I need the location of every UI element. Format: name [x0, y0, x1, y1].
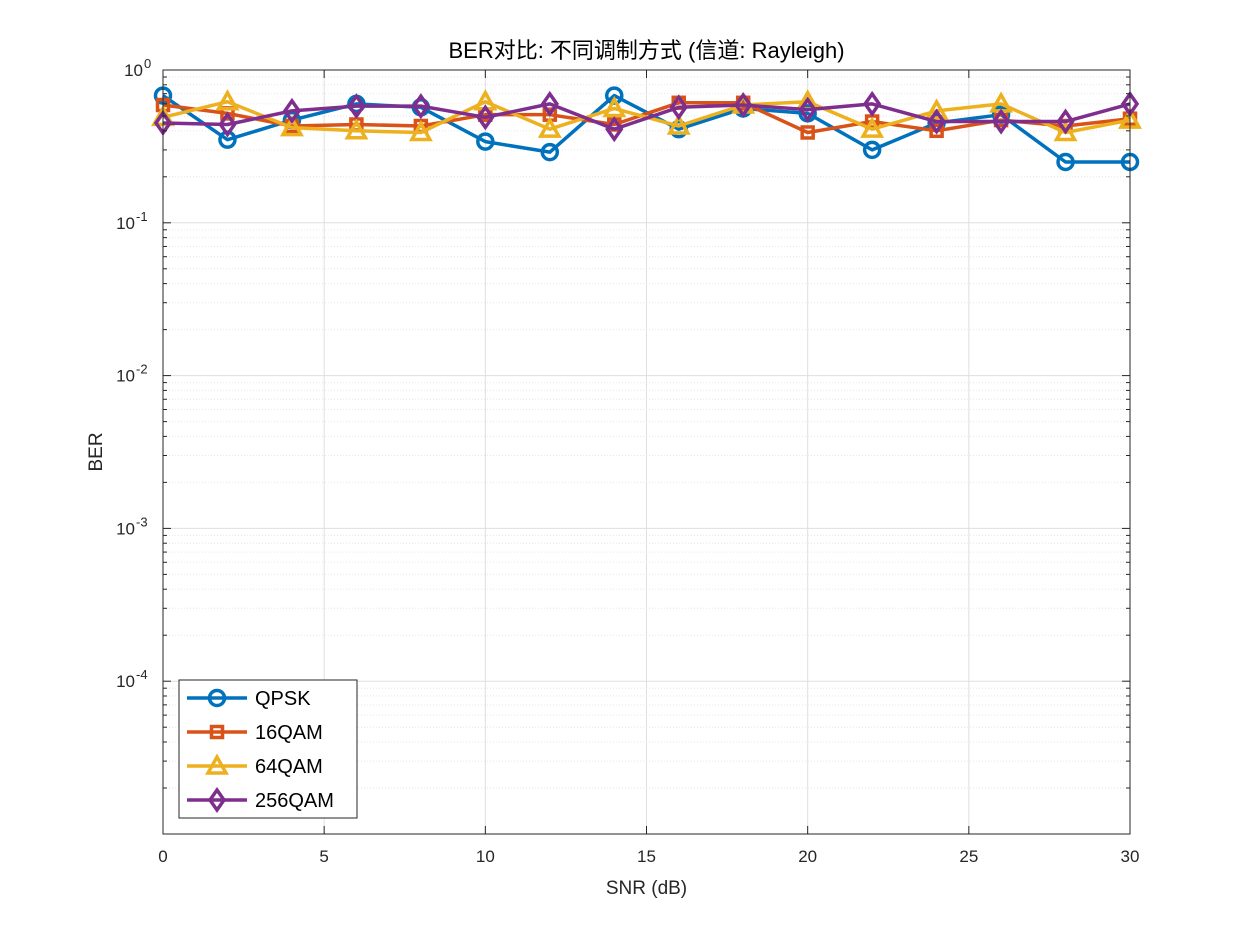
data-point	[862, 140, 882, 160]
series-line	[162, 101, 1131, 135]
grid	[163, 70, 1130, 834]
legend-entry: 256QAM	[187, 786, 334, 814]
x-tick-label: 15	[637, 847, 656, 866]
data-point	[605, 86, 624, 105]
data-point	[927, 108, 946, 135]
legend-marker	[207, 688, 227, 708]
legend-label: 256QAM	[255, 790, 334, 812]
data-point	[800, 125, 815, 140]
series-256qam	[153, 90, 1140, 143]
data-point	[215, 89, 240, 111]
y-tick-label: 10 0	[124, 56, 151, 80]
data-point	[862, 90, 882, 117]
data-point	[1053, 119, 1078, 142]
y-tick-label: 10 -1	[116, 209, 147, 233]
data-point	[279, 114, 304, 137]
data-point	[924, 98, 949, 120]
legend-label: QPSK	[255, 688, 311, 710]
y-tick-label: 10 -3	[116, 514, 147, 538]
data-point	[408, 119, 433, 142]
data-point	[602, 95, 627, 118]
x-tick-label: 0	[158, 847, 167, 866]
data-point	[411, 93, 431, 120]
x-axis-label: SNR (dB)	[606, 878, 687, 899]
y-tick-label: 10 -4	[116, 667, 147, 691]
data-point	[1056, 152, 1075, 172]
x-tick-label: 5	[319, 847, 328, 866]
y-tick-base: 10	[116, 519, 135, 538]
legend-label: 64QAM	[255, 756, 323, 778]
chart-title: BER对比: 不同调制方式 (信道: Rayleigh)	[448, 38, 844, 63]
data-point	[860, 116, 885, 138]
data-point	[666, 113, 691, 135]
y-tick-base: 10	[116, 367, 135, 386]
y-tick-label: 10 -2	[116, 362, 147, 386]
data-point	[734, 91, 753, 119]
y-tick-exponent: -4	[136, 667, 148, 682]
legend-entry: 16QAM	[187, 722, 323, 744]
legend-marker	[209, 724, 225, 740]
series-line	[162, 102, 1131, 131]
legend-marker	[205, 753, 229, 775]
y-tick-exponent: 0	[144, 56, 151, 71]
x-tick-label: 10	[476, 847, 495, 866]
legend-entry: QPSK	[187, 688, 311, 710]
data-point	[344, 118, 369, 140]
y-tick-exponent: -3	[136, 514, 148, 529]
data-point	[218, 111, 237, 138]
x-tick-label: 30	[1121, 847, 1140, 866]
legend: QPSK 16QAM 64QAM 256QAM	[178, 679, 358, 819]
legend-marker	[207, 786, 227, 814]
legend-box	[178, 679, 358, 819]
y-tick-exponent: -1	[136, 209, 148, 224]
x-tick-label: 20	[798, 847, 817, 866]
y-tick-base: 10	[124, 61, 143, 80]
x-tick-label: 25	[959, 847, 978, 866]
data-point	[540, 142, 560, 162]
data-point	[282, 97, 302, 124]
legend-entry: 64QAM	[187, 753, 323, 778]
data-point	[605, 116, 624, 143]
y-tick-base: 10	[116, 672, 135, 691]
data-point	[1056, 108, 1075, 135]
data-point	[991, 108, 1011, 135]
data-point	[798, 96, 817, 123]
data-point	[476, 132, 495, 151]
data-point	[669, 94, 688, 121]
data-point	[540, 90, 559, 117]
data-point	[537, 116, 562, 138]
data-point	[476, 104, 495, 131]
y-axis-label: BER	[86, 432, 107, 471]
legend-label: 16QAM	[255, 722, 323, 744]
y-tick-exponent: -2	[136, 362, 148, 377]
data-point	[929, 123, 944, 139]
data-point	[347, 93, 366, 120]
y-tick-base: 10	[116, 214, 135, 233]
